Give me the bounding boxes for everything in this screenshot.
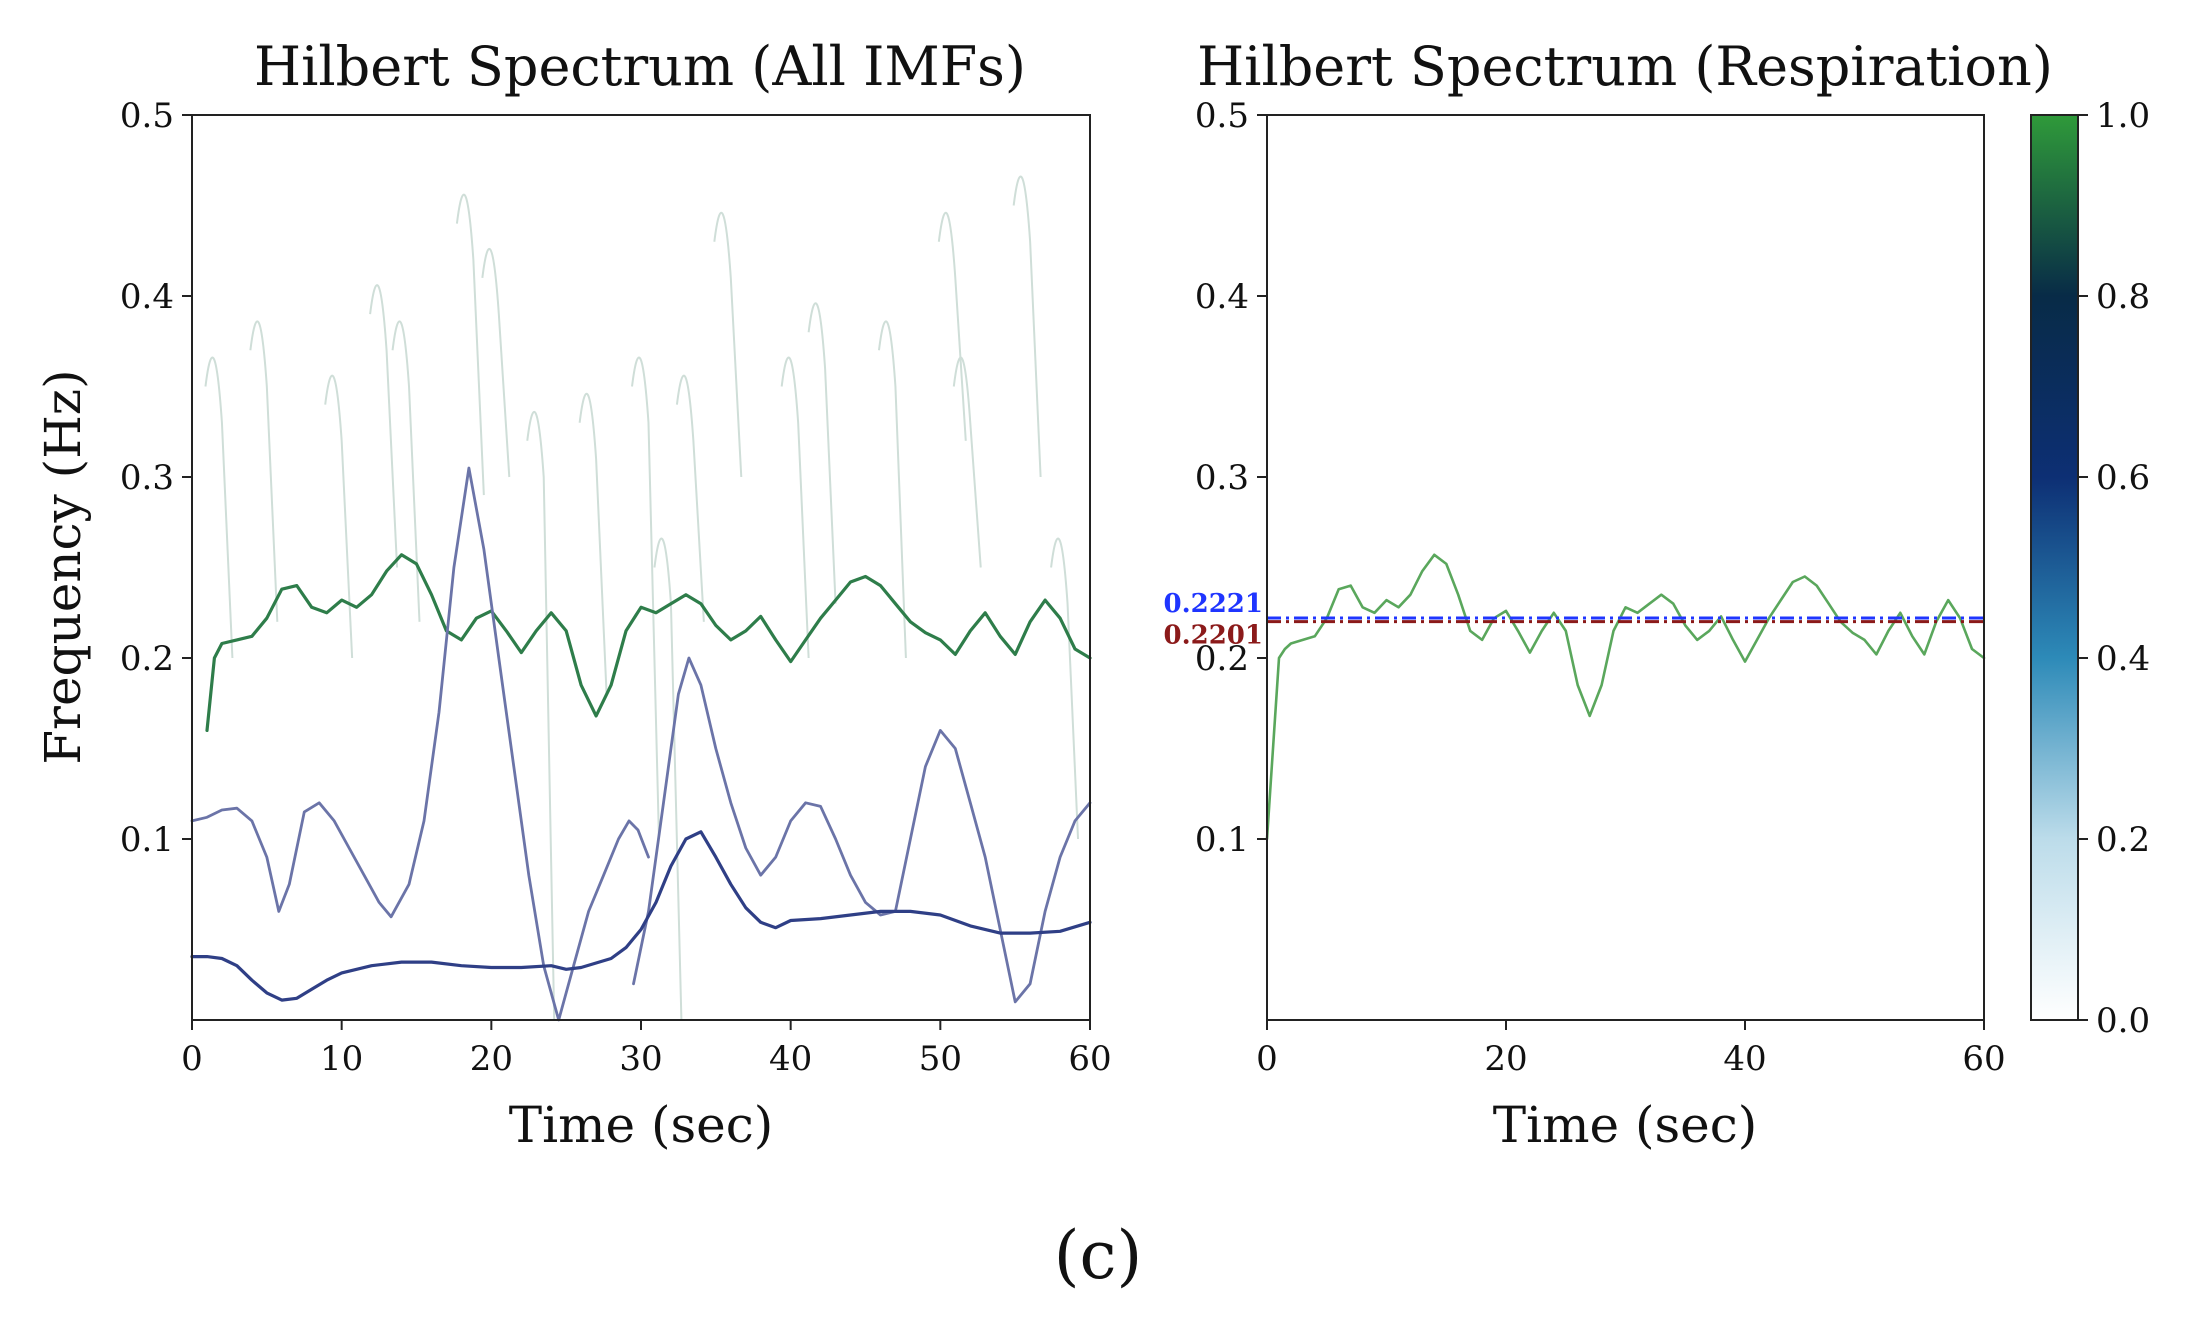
faint-trace — [713, 211, 743, 478]
y-tick-label: 0.2 — [1195, 639, 1249, 679]
faint-trace — [204, 356, 234, 659]
series-line-1 — [190, 466, 650, 1022]
faint-trace — [391, 320, 421, 622]
right-series-group — [1265, 553, 1986, 841]
left-y-axis-label: Frequency (Hz) — [34, 369, 92, 764]
y-tick-label: 0.4 — [1195, 277, 1249, 317]
colorbar-tick-label: 0.6 — [2096, 458, 2150, 498]
right-x-axis-label: Time (sec) — [1493, 1096, 1758, 1154]
x-tick-label: 0 — [1256, 1039, 1278, 1079]
colorbar-ticks: 0.0 0.2 0.4 0.6 0.8 1.0 — [2078, 96, 2150, 1041]
left-x-axis-label: Time (sec) — [509, 1096, 774, 1154]
colorbar-gradient — [2030, 114, 2079, 1021]
x-tick-label: 10 — [320, 1039, 363, 1079]
x-tick-label: 40 — [1723, 1039, 1766, 1079]
faint-trace — [578, 392, 608, 695]
series-line-0 — [1265, 553, 1986, 841]
y-tick-label: 0.1 — [120, 820, 174, 860]
x-tick-label: 20 — [1484, 1039, 1527, 1079]
left-series-group — [190, 466, 1092, 1022]
series-line-3 — [190, 830, 1092, 1002]
colorbar-tick-label: 0.4 — [2096, 639, 2150, 679]
y-tick-label: 0.2 — [120, 639, 174, 679]
faint-trace — [952, 356, 982, 568]
x-tick-label: 40 — [769, 1039, 812, 1079]
left-y-ticks: 0.1 0.2 0.3 0.4 0.5 — [120, 96, 192, 860]
x-tick-label: 0 — [181, 1039, 203, 1079]
faint-trace — [877, 320, 907, 659]
colorbar-tick-label: 0.2 — [2096, 820, 2150, 860]
reference-label-1: 0.2201 — [1163, 621, 1263, 651]
x-tick-label: 60 — [1962, 1039, 2005, 1079]
faint-trace — [249, 320, 279, 622]
left-plot-frame — [191, 114, 1091, 1021]
faint-trace — [1050, 537, 1080, 840]
x-tick-label: 20 — [470, 1039, 513, 1079]
y-tick-label: 0.1 — [1195, 820, 1249, 860]
faint-trace — [653, 537, 683, 1021]
faint-trace — [369, 284, 399, 568]
series-line-2 — [632, 656, 1092, 1004]
y-tick-label: 0.3 — [1195, 458, 1249, 498]
y-tick-label: 0.4 — [120, 277, 174, 317]
colorbar-tick-label: 0.8 — [2096, 277, 2150, 317]
y-tick-label: 0.3 — [120, 458, 174, 498]
faint-trace — [937, 211, 967, 441]
y-tick-label: 0.5 — [120, 96, 174, 136]
faint-trace — [675, 374, 705, 622]
faint-trace — [780, 356, 810, 659]
series-line-0 — [205, 553, 1092, 732]
faint-trace — [526, 410, 556, 1021]
figure-caption: (c) — [1054, 1217, 1142, 1294]
right-x-ticks: 0 20 40 60 — [1256, 1020, 2006, 1079]
faint-trace — [455, 193, 485, 496]
x-tick-label: 30 — [619, 1039, 662, 1079]
right-plot-frame — [1266, 114, 1985, 1021]
colorbar: 0.0 0.2 0.4 0.6 0.8 1.0 — [2030, 96, 2150, 1041]
colorbar-tick-label: 0.0 — [2096, 1001, 2150, 1041]
faint-trace — [481, 247, 511, 478]
colorbar-tick-label: 1.0 — [2096, 96, 2150, 136]
x-tick-label: 60 — [1068, 1039, 1111, 1079]
faint-trace — [631, 356, 660, 840]
panel-all-imfs: Hilbert Spectrum (All IMFs) 0 10 20 30 40 50 6… — [34, 35, 1112, 1154]
left-x-ticks: 0 10 20 30 40 50 60 — [181, 1020, 1112, 1079]
x-tick-label: 50 — [919, 1039, 962, 1079]
faint-trace — [807, 302, 837, 604]
left-faint-traces — [204, 175, 1080, 1021]
reference-label-0: 0.2221 — [1163, 589, 1263, 619]
left-chart-title: Hilbert Spectrum (All IMFs) — [254, 35, 1026, 98]
y-tick-label: 0.5 — [1195, 96, 1249, 136]
right-chart-title: Hilbert Spectrum (Respiration) — [1197, 35, 2053, 98]
faint-trace — [1012, 175, 1042, 478]
panel-respiration: Hilbert Spectrum (Respiration) 0.22210.2… — [1163, 35, 2052, 1154]
right-y-ticks: 0.1 0.2 0.3 0.4 0.5 — [1195, 96, 1267, 860]
faint-trace — [324, 374, 354, 659]
